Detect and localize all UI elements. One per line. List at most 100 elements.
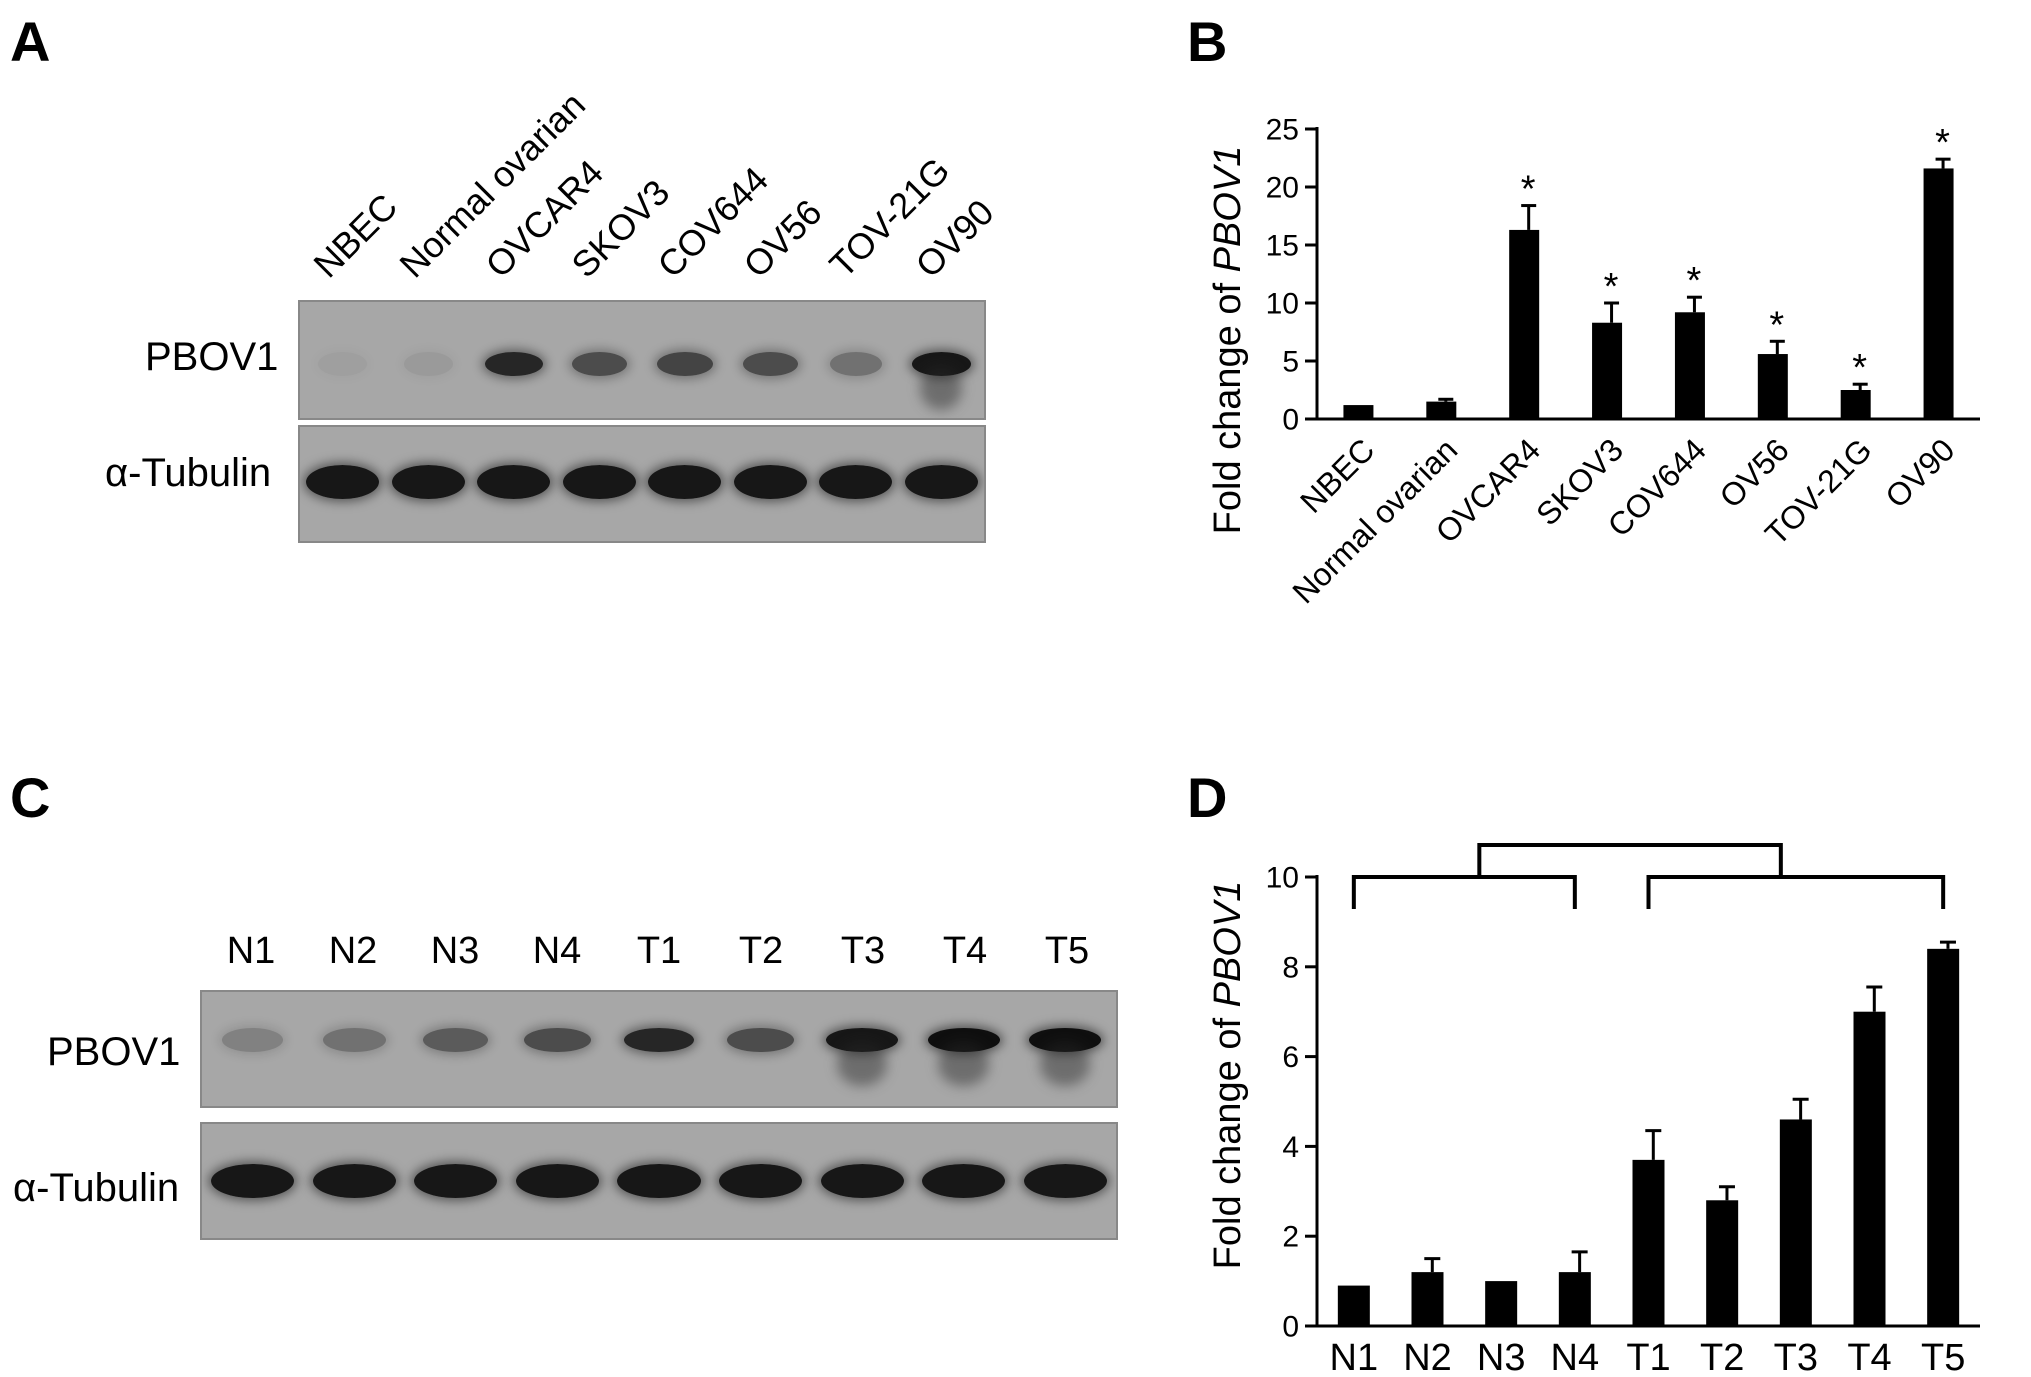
panel-label-a: A (10, 10, 51, 73)
y-tick-label: 5 (1282, 346, 1299, 379)
pbov1-band (403, 352, 453, 376)
blot-c-lane-label: N3 (430, 930, 480, 972)
significance-marker: * (1935, 122, 1950, 164)
pbov1-band (1029, 1028, 1102, 1052)
y-tick-label: 10 (1266, 862, 1299, 895)
bar (1343, 405, 1374, 419)
tubulin-band (718, 1164, 803, 1198)
pbov1-band (727, 1028, 794, 1052)
blot-a-pbov1-membrane (298, 300, 986, 420)
blot-c-row-label-pbov1: PBOV1 (47, 1030, 181, 1074)
pbov1-band-smear (1040, 1042, 1091, 1086)
blot-a-tubulin-membrane (298, 425, 986, 543)
x-tick-label: T1 (1626, 1337, 1670, 1377)
blot-c-lane-label: T1 (636, 930, 682, 972)
panel-label-c: C (10, 766, 51, 829)
bar (1485, 1281, 1518, 1326)
pbov1-band-smear (920, 366, 963, 410)
pbov1-band (624, 1028, 694, 1052)
pbov1-band (656, 352, 713, 376)
bracket-tumor-group (1646, 875, 1946, 909)
y-tick-label: 6 (1282, 1041, 1299, 1074)
tubulin-band (477, 465, 551, 499)
tubulin-band (819, 465, 893, 499)
bar (1706, 1200, 1739, 1326)
y-tick-label: 8 (1282, 951, 1299, 984)
bar (1632, 1159, 1665, 1326)
bar (1757, 354, 1788, 419)
pbov1-band (222, 1028, 284, 1052)
x-tick-label: N2 (1403, 1337, 1452, 1377)
y-tick-label: 0 (1282, 404, 1299, 437)
pbov1-band-smear (938, 1042, 989, 1086)
bar (1923, 168, 1954, 419)
panel-label-b: B (1187, 10, 1228, 73)
significance-marker: * (1852, 347, 1867, 389)
bar (1927, 948, 1960, 1326)
tubulin-band (562, 465, 636, 499)
tubulin-band (904, 465, 978, 499)
pbov1-band (323, 1028, 386, 1052)
blot-c-lane-label: T5 (1044, 930, 1090, 972)
tubulin-band (306, 465, 380, 499)
tubulin-band (312, 1164, 396, 1198)
bar (1337, 1285, 1370, 1326)
tubulin-band (617, 1164, 701, 1198)
y-tick-label: 0 (1282, 1311, 1299, 1344)
blot-c-lane-label: T3 (840, 930, 886, 972)
blot-a-row-label-tubulin: α-Tubulin (105, 451, 272, 495)
pbov1-band (571, 352, 627, 376)
bracket-normal-group (1351, 875, 1577, 909)
tubulin-band (515, 1164, 600, 1198)
pbov1-band (484, 352, 543, 376)
pbov1-band (927, 1028, 1000, 1052)
x-tick-label: T3 (1774, 1337, 1818, 1377)
y-tick-label: 10 (1266, 288, 1299, 321)
tubulin-band (391, 465, 465, 499)
significance-bracket (1351, 843, 1946, 909)
x-tick-label: OV90 (1878, 431, 1961, 514)
y-tick-label: 2 (1282, 1221, 1299, 1254)
pbov1-band (742, 352, 798, 376)
y-tick-label: 4 (1282, 1131, 1299, 1164)
bar (1558, 1272, 1591, 1326)
blot-c-lane-label: N2 (328, 930, 378, 972)
panel-label-d: D (1187, 766, 1228, 829)
x-tick-label: T5 (1921, 1337, 1965, 1377)
chart-b: Fold change of PBOV1 0510152025NBECNorma… (1207, 114, 1980, 610)
pbov1-band (829, 352, 882, 376)
tubulin-band (211, 1164, 295, 1198)
chart-b-y-axis-label: Fold change of PBOV1 (1207, 146, 1249, 535)
bracket-connector (1477, 843, 1783, 877)
chart-d: Fold change of PBOV1 0 2 4 6 8 10 N1 N2 N3 N4 T1 T2… (1207, 830, 1980, 1377)
blot-c-tubulin-membrane (200, 1122, 1118, 1240)
bar (1779, 1119, 1812, 1326)
blot-c-lane-label: N4 (532, 930, 582, 972)
pbov1-band-smear (837, 1042, 888, 1086)
bar (1592, 322, 1623, 419)
blot-c-pbov1-membrane (200, 990, 1118, 1108)
blot-c-lane-label: N1 (226, 930, 276, 972)
pbov1-band (524, 1028, 591, 1052)
bar (1426, 401, 1457, 419)
y-tick-label: 20 (1266, 172, 1299, 205)
significance-marker: * (1769, 304, 1784, 346)
pbov1-band (911, 352, 971, 376)
bar (1840, 390, 1871, 419)
pbov1-band (423, 1028, 489, 1052)
tubulin-band (922, 1164, 1006, 1198)
chart-d-y-axis-label: Fold change of PBOV1 (1207, 881, 1249, 1270)
blot-a-lane-label: NBEC (305, 185, 406, 286)
bar (1674, 312, 1705, 419)
x-tick-label: T4 (1847, 1337, 1891, 1377)
tubulin-band (1023, 1164, 1107, 1198)
x-tick-label: N4 (1551, 1337, 1600, 1377)
y-tick-label: 25 (1266, 114, 1299, 147)
bar (1509, 229, 1540, 419)
tubulin-band (414, 1164, 498, 1198)
significance-label: ** (1613, 830, 1648, 841)
blot-c-lane-label: T4 (942, 930, 988, 972)
pbov1-band (318, 352, 368, 376)
significance-marker: * (1687, 260, 1702, 302)
tubulin-band (820, 1164, 904, 1198)
